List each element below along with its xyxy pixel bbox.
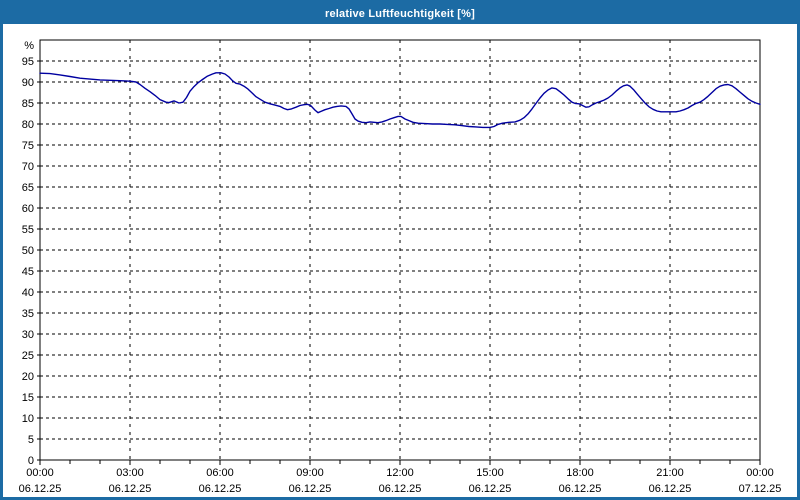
y-tick-label: 40 xyxy=(22,287,34,299)
x-tick-date-label: 06.12.25 xyxy=(469,483,512,495)
x-tick-time-label: 21:00 xyxy=(656,467,684,479)
humidity-series-line xyxy=(39,72,761,129)
x-tick-date-label: 06.12.25 xyxy=(379,483,422,495)
y-tick-label: 15 xyxy=(22,392,34,404)
y-tick-label: 5 xyxy=(28,434,34,446)
x-tick-date-label: 06.12.25 xyxy=(19,483,62,495)
window-titlebar: relative Luftfeuchtigkeit [%] xyxy=(3,3,797,24)
y-tick-label: 85 xyxy=(22,98,34,110)
y-tick-label: 55 xyxy=(22,224,34,236)
y-tick-label: 25 xyxy=(22,350,34,362)
y-tick-label: 95 xyxy=(22,56,34,68)
y-tick-label: 60 xyxy=(22,203,34,215)
y-tick-label: 45 xyxy=(22,266,34,278)
x-tick-date-label: 06.12.25 xyxy=(289,483,332,495)
x-tick-time-label: 06:00 xyxy=(206,467,234,479)
x-tick-date-label: 07.12.25 xyxy=(739,483,782,495)
y-tick-label: 35 xyxy=(22,308,34,320)
y-tick-label: 30 xyxy=(22,329,34,341)
y-axis-unit-label: % xyxy=(24,40,34,52)
x-tick-time-label: 00:00 xyxy=(26,467,54,479)
x-tick-date-label: 06.12.25 xyxy=(109,483,152,495)
y-tick-label: 70 xyxy=(22,161,34,173)
x-tick-date-label: 06.12.25 xyxy=(649,483,692,495)
x-tick-date-label: 06.12.25 xyxy=(199,483,242,495)
y-tick-label: 10 xyxy=(22,413,34,425)
y-tick-label: 50 xyxy=(22,245,34,257)
x-tick-time-label: 09:00 xyxy=(296,467,324,479)
x-tick-date-label: 06.12.25 xyxy=(559,483,602,495)
y-tick-label: 65 xyxy=(22,182,34,194)
y-tick-label: 90 xyxy=(22,77,34,89)
x-tick-time-label: 03:00 xyxy=(116,467,144,479)
x-tick-time-label: 12:00 xyxy=(386,467,414,479)
y-tick-label: 0 xyxy=(28,455,34,467)
x-tick-time-label: 00:00 xyxy=(746,467,774,479)
window-title: relative Luftfeuchtigkeit [%] xyxy=(324,7,476,20)
x-tick-time-label: 15:00 xyxy=(476,467,504,479)
y-tick-label: 20 xyxy=(22,371,34,383)
x-tick-time-label: 18:00 xyxy=(566,467,594,479)
y-tick-label: 75 xyxy=(22,140,34,152)
y-tick-label: 80 xyxy=(22,119,34,131)
